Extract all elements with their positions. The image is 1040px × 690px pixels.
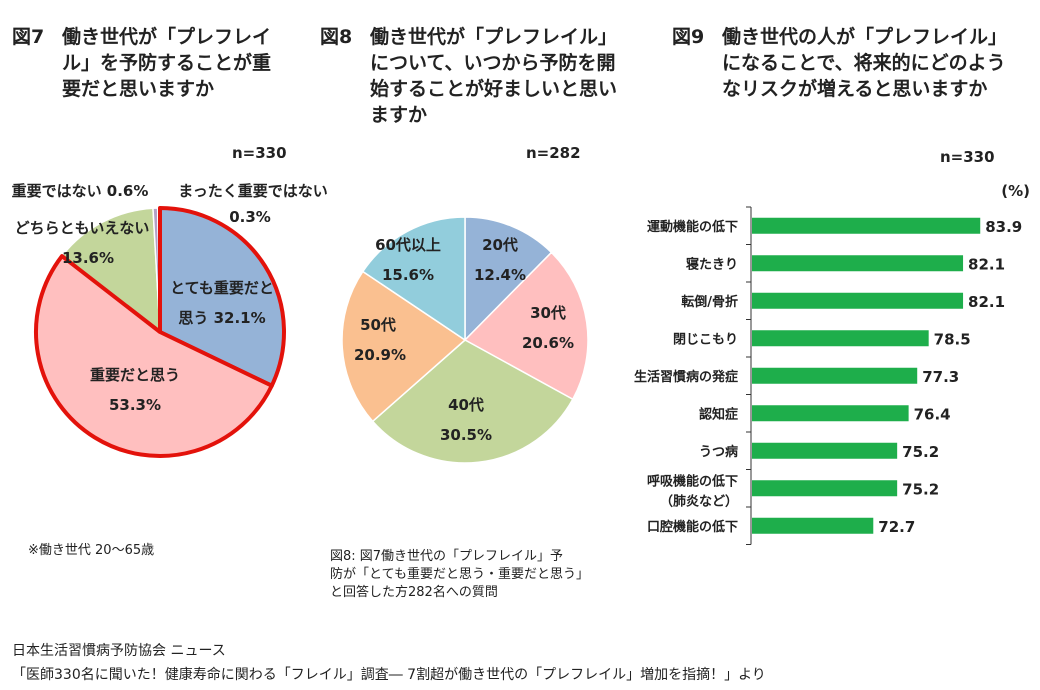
slice-label: 60代以上 bbox=[375, 236, 441, 254]
title-line: について、いつから予防を開 bbox=[370, 52, 616, 74]
note-line: 図8: 図7働き世代の「プレフレイル」予 bbox=[330, 549, 564, 564]
bar bbox=[752, 405, 909, 422]
pie-slice bbox=[371, 339, 574, 464]
bar-value: 78.5 bbox=[934, 330, 971, 348]
category-label: 呼吸機能の低下 bbox=[647, 473, 738, 489]
bar bbox=[752, 517, 874, 534]
slice-value: 思う 32.1% bbox=[178, 309, 265, 327]
title-line: になることで、将来的にどのよう bbox=[722, 52, 1006, 74]
note-line: と回答した方282名への質問 bbox=[330, 585, 498, 600]
bar bbox=[752, 292, 964, 309]
slice-label: まったく重要ではない bbox=[178, 182, 327, 200]
fig8-n: n=282 bbox=[526, 144, 581, 162]
bar bbox=[752, 255, 964, 272]
fig8-number: 図8 bbox=[320, 26, 353, 48]
fig9-n: n=330 bbox=[940, 148, 995, 166]
source-title: 「医師330名に聞いた！健康寿命に関わる「フレイル」調査― 7割超が働き世代の「… bbox=[12, 667, 766, 683]
slice-value: 13.6% bbox=[62, 249, 114, 267]
fig8-title: 図8 働き世代が「プレフレイル」 について、いつから予防を開 始することが好まし… bbox=[320, 24, 640, 134]
bar-value: 83.9 bbox=[985, 218, 1022, 236]
slice-value: 20.6% bbox=[522, 334, 574, 352]
slice-label: 50代 bbox=[360, 316, 396, 334]
fig7-n: n=330 bbox=[232, 144, 287, 162]
pie-slice-highlighted bbox=[34, 254, 274, 458]
slice-value: 0.3% bbox=[229, 208, 271, 226]
bar bbox=[752, 330, 929, 347]
fig7-title-text: 働き世代が「プレフレイ ル」を予防することが重 要だと思いますか bbox=[62, 24, 271, 102]
working-age-note: ※働き世代 20～65歳 bbox=[28, 543, 155, 558]
slice-label: とても重要だと bbox=[170, 279, 274, 297]
pie-slice bbox=[463, 251, 589, 401]
slice-label: 30代 bbox=[530, 304, 566, 322]
category-label: 閉じこもり bbox=[673, 332, 738, 347]
pie-slice bbox=[361, 216, 466, 342]
category-label: 口腔機能の低下 bbox=[647, 519, 738, 535]
pie-slice bbox=[341, 270, 467, 423]
category-label: 生活習慣病の発症 bbox=[634, 369, 738, 385]
slice-value: 30.5% bbox=[440, 426, 492, 444]
bar-value: 82.1 bbox=[968, 255, 1005, 273]
fig7-title: 図7 働き世代が「プレフレイ ル」を予防することが重 要だと思いますか bbox=[12, 24, 312, 104]
category-label: 転倒/骨折 bbox=[681, 294, 738, 310]
fig8-note: 図8: 図7働き世代の「プレフレイル」予 防が「とても重要だと思う・重要だと思う… bbox=[330, 548, 589, 602]
slice-label: どちらともいえない bbox=[15, 219, 150, 237]
slice-label: 重要ではない 0.6% bbox=[12, 182, 149, 200]
slice-value: 12.4% bbox=[474, 266, 526, 284]
title-line: 働き世代の人が「プレフレイル」 bbox=[722, 26, 1008, 48]
bar bbox=[752, 367, 918, 384]
note-line: 防が「とても重要だと思う・重要だと思う」 bbox=[330, 567, 589, 582]
slice-label: 40代 bbox=[448, 396, 484, 414]
slice-value: 15.6% bbox=[382, 266, 434, 284]
source-org: 日本生活習慣病予防協会 ニュース bbox=[12, 643, 226, 659]
bar-value: 77.3 bbox=[922, 368, 959, 386]
title-line: なリスクが増えると思いますか bbox=[722, 78, 988, 100]
category-label: 寝たきり bbox=[686, 256, 738, 272]
bar-value: 75.2 bbox=[902, 443, 939, 461]
category-label: 運動機能の低下 bbox=[647, 219, 738, 235]
category-label: 認知症 bbox=[699, 406, 738, 422]
title-line: 要だと思いますか bbox=[62, 78, 215, 100]
title-line: 始することが好ましいと思い bbox=[370, 78, 618, 100]
bar-value: 72.7 bbox=[878, 518, 915, 536]
unit-label: (%) bbox=[1001, 182, 1030, 200]
slice-value: 53.3% bbox=[109, 396, 161, 414]
bar-value: 75.2 bbox=[902, 480, 939, 498]
title-line: 働き世代が「プレフレイ bbox=[62, 26, 272, 48]
bar bbox=[752, 442, 898, 459]
pie-slice bbox=[60, 207, 161, 334]
slice-value: 20.9% bbox=[354, 346, 406, 364]
title-line: 働き世代が「プレフレイル」 bbox=[370, 26, 618, 48]
fig7-number: 図7 bbox=[12, 26, 45, 48]
category-label: （肺炎など） bbox=[660, 493, 738, 509]
pie-slice-highlighted bbox=[158, 206, 286, 388]
bar-value: 76.4 bbox=[914, 405, 951, 423]
slice-label: 20代 bbox=[482, 236, 518, 254]
bar bbox=[752, 217, 981, 234]
title-line: ますか bbox=[370, 104, 428, 126]
fig8-title-text: 働き世代が「プレフレイル」 について、いつから予防を開 始することが好ましいと思… bbox=[370, 24, 617, 128]
slice-label: 重要だと思う bbox=[90, 366, 180, 384]
title-line: ル」を予防することが重 bbox=[62, 52, 272, 74]
fig9-title-text: 働き世代の人が「プレフレイル」 になることで、将来的にどのよう なリスクが増える… bbox=[722, 24, 1007, 102]
bar bbox=[752, 480, 898, 497]
fig9-title: 図9 働き世代の人が「プレフレイル」 になることで、将来的にどのよう なリスクが… bbox=[672, 24, 1032, 104]
pie-slice bbox=[464, 216, 553, 342]
category-label: うつ病 bbox=[699, 444, 738, 460]
fig9-number: 図9 bbox=[672, 26, 705, 48]
bar-value: 82.1 bbox=[968, 293, 1005, 311]
